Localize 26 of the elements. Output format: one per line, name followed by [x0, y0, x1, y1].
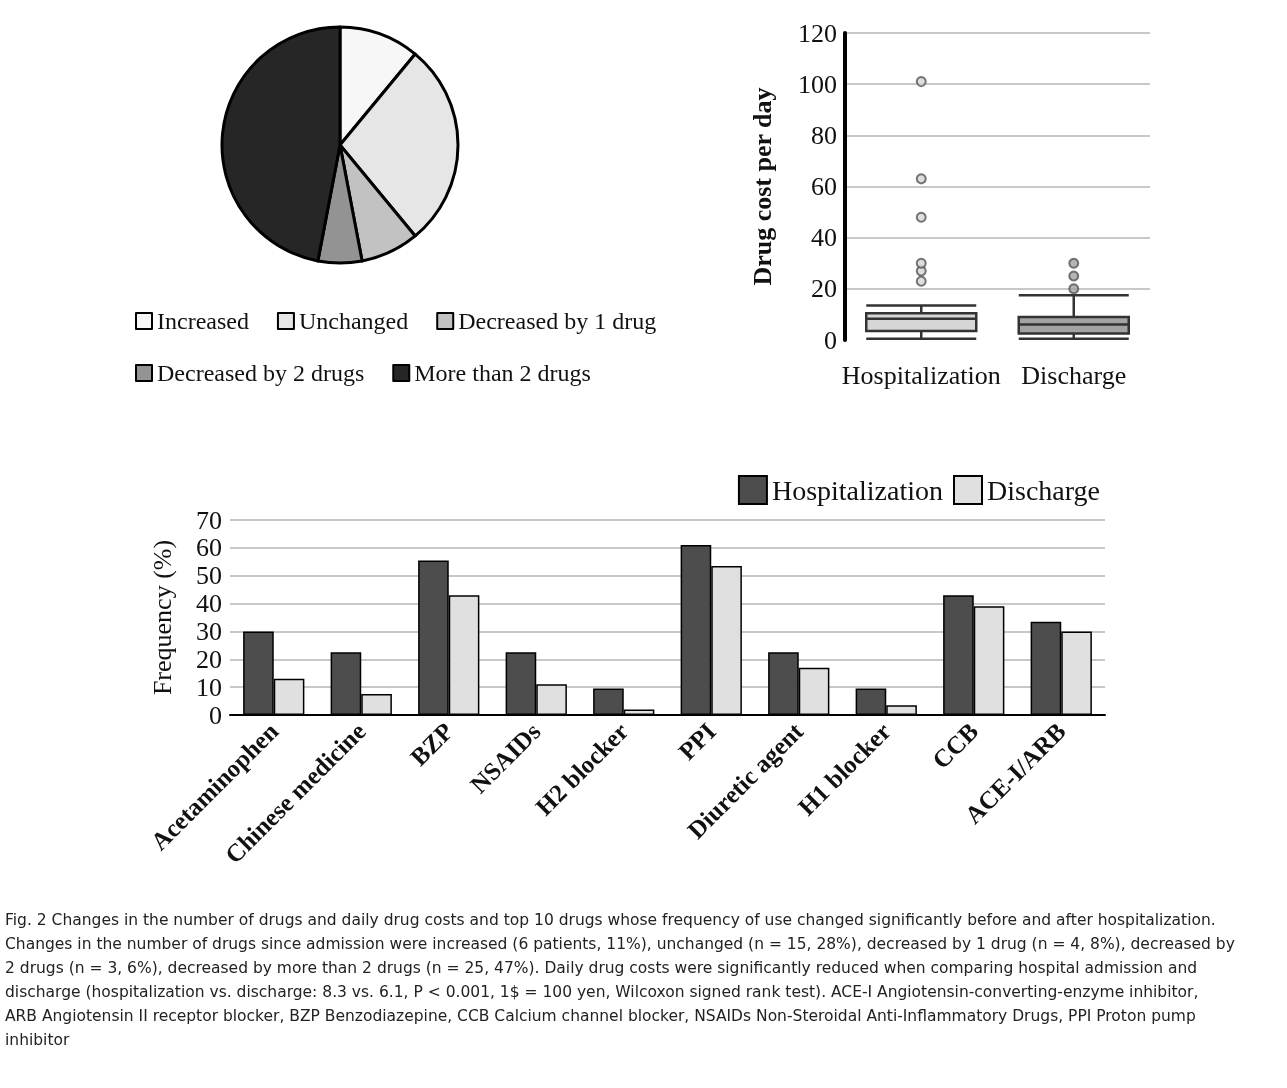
- legend-label: Decreased by 1 drug: [458, 308, 657, 334]
- legend-label: Decreased by 2 drugs: [157, 360, 365, 386]
- y-tick-label: 60: [196, 533, 222, 563]
- y-tick-label: 100: [798, 69, 837, 99]
- x-tick-label: PPI: [673, 717, 721, 766]
- legend-label: Hospitalization: [771, 474, 943, 506]
- y-tick-label: 20: [811, 274, 837, 304]
- legend-label: Discharge: [987, 474, 1100, 506]
- y-tick-label: 80: [811, 120, 837, 150]
- y-axis-title: Frequency (%): [147, 539, 177, 696]
- y-tick-label: 30: [196, 616, 222, 646]
- y-tick-label: 0: [209, 700, 222, 730]
- caption: Fig. 2 Changes in the number of drugs and daily drug costs and top 10 drugs whose frequency of use changed significantly before and after hospitalization. Changes in the number of drugs since admission were increased (6 patients, 11%), unchanged (n = 15, 28%), decreased by 1 drug (n = 4, 8%), decreased by 2 drugs (n = 3, 6%), decreased by more than 2 drugs (n = 25, 47%). Daily drug costs were significantly reduced when comparing hospital admission and discharge (hospitalization vs. discharge: 8.3 vs. 6.1, P < 0.001, 1$ = 100 yen, Wilcoxon signed rank test). ACE-I Angiotensin-converting-enzyme inhibitor, ARB Angiotensin II receptor blocker, BZP Benzodiazepine, CCB Calcium channel blocker, NSAIDs Non-Steroidal Anti-Inflammatory Drugs, PPI Proton pump inhibitor: [5, 910, 1235, 1051]
- y-tick-label: 70: [196, 505, 222, 535]
- legend-label: Unchanged: [298, 308, 409, 334]
- y-axis-title: Drug cost per day: [747, 87, 777, 286]
- y-tick-label: 50: [196, 561, 222, 591]
- y-tick-label: 40: [196, 589, 222, 619]
- legend-label: Increased: [157, 308, 249, 334]
- y-tick-label: 0: [824, 325, 837, 355]
- y-tick-label: 20: [196, 644, 222, 674]
- y-tick-label: 120: [798, 18, 837, 48]
- y-tick-label: 10: [196, 672, 222, 702]
- legend-label: More than 2 drugs: [414, 360, 591, 386]
- y-tick-label: 60: [811, 172, 837, 201]
- y-tick-label: 40: [811, 223, 837, 253]
